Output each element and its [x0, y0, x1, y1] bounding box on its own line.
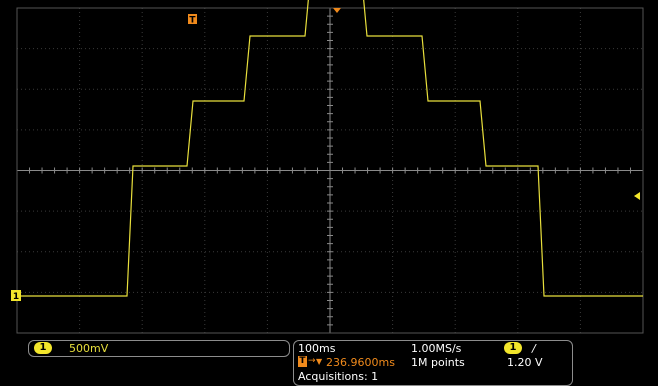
trigger-position-icon: T — [298, 356, 307, 367]
caret-down-icon: ▼ — [316, 357, 323, 366]
timebase-scale: 100ms — [298, 342, 336, 355]
acquisition-count: Acquisitions: 1 — [298, 370, 379, 383]
trigger-position-value: 236.9600ms — [326, 356, 395, 369]
trigger-level: 1.20 V — [507, 356, 543, 369]
channel-1-waveform — [17, 0, 643, 297]
trigger-source-badge: 1 — [504, 342, 522, 354]
graticule-frame — [16, 7, 644, 334]
channel-1-marker-label: 1 — [13, 292, 19, 302]
trigger-position-marker[interactable]: T — [188, 14, 197, 26]
sample-rate: 1.00MS/s — [411, 342, 462, 355]
channel-1-badge: 1 — [34, 342, 52, 354]
trigger-slope-icon: / — [532, 342, 536, 355]
arrow-right-icon: → — [308, 356, 316, 366]
record-length: 1M points — [411, 356, 465, 369]
trigger-level-marker[interactable] — [634, 192, 640, 200]
timebase-trigger-readout[interactable]: 100ms 1.00MS/s 1 / T → ▼ 236.9600ms 1M p… — [293, 340, 573, 386]
channel-1-readout[interactable]: 1 500mV — [28, 340, 290, 357]
horizontal-position-marker[interactable] — [333, 8, 341, 13]
trigger-marker-glyph: T — [189, 16, 196, 26]
channel-1-ground-marker[interactable]: 1 — [11, 290, 21, 302]
channel-1-scale: 500mV — [69, 342, 109, 355]
